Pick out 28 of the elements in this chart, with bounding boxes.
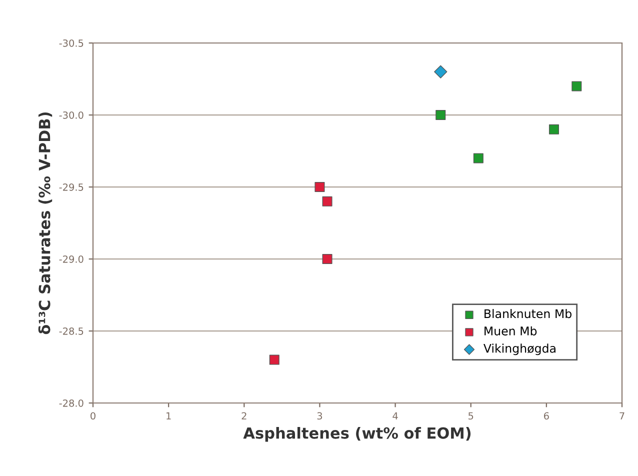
x-tick-label: 3 (317, 412, 322, 420)
y-tick-label: -29.5 (59, 183, 84, 191)
point (269, 354, 280, 365)
legend-label: Vikinghøgda (484, 344, 556, 356)
point (572, 81, 582, 92)
y-tick-label: -30.0 (59, 111, 84, 119)
x-axis-title: Asphaltenes (wt% of EOM) (243, 426, 471, 442)
y-tick-label: -28.5 (59, 327, 84, 335)
x-tick-label: 1 (166, 412, 171, 420)
point (314, 182, 325, 192)
x-tick-label: 4 (392, 412, 398, 420)
point (473, 153, 484, 164)
legend-label: Muen Mb (484, 326, 537, 336)
x-tick-label: 2 (242, 412, 246, 420)
point (322, 196, 332, 206)
y-tick-label: -28.0 (59, 399, 84, 407)
x-tick-label: 5 (468, 412, 474, 420)
point (322, 254, 332, 264)
y-axis-title: δ¹³C Saturates (‰ V-PDB) (38, 112, 52, 334)
y-tick-label: -30.5 (59, 39, 84, 47)
x-tick-label: 0 (90, 412, 96, 420)
legend-label: Blanknuten Mb (484, 308, 572, 318)
y-tick-label: -29.0 (59, 255, 84, 263)
point (434, 65, 448, 78)
x-tick-label: 7 (620, 412, 624, 420)
point (548, 124, 559, 134)
x-tick-label: 6 (544, 412, 549, 420)
point (436, 110, 446, 120)
